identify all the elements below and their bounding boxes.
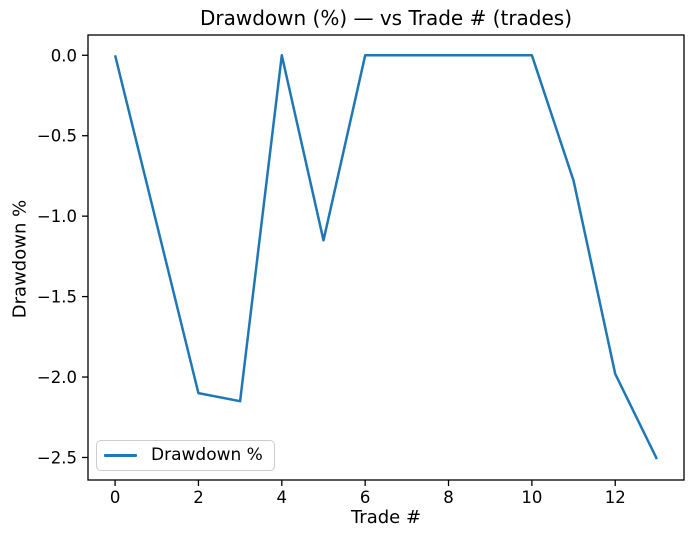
x-tick-label: 12 — [605, 488, 626, 507]
y-tick-label: −0.5 — [37, 127, 77, 146]
axes-spines — [87, 34, 685, 481]
y-tick-label: −2.5 — [37, 448, 77, 467]
y-tick-label: 0.0 — [51, 46, 77, 65]
x-axis-label: Trade # — [350, 507, 422, 528]
y-axis-label: Drawdown % — [9, 199, 31, 319]
legend: Drawdown % — [96, 440, 275, 471]
x-tick-label: 0 — [110, 488, 121, 507]
x-tick-label: 4 — [277, 488, 288, 507]
drawdown-line — [113, 54, 659, 460]
x-tick-label: 6 — [360, 488, 371, 507]
x-tick-label: 10 — [521, 488, 542, 507]
legend-line-sample — [104, 454, 137, 457]
x-tick-label: 2 — [193, 488, 204, 507]
y-tick-label: −1.5 — [37, 288, 77, 307]
x-tick-label: 8 — [443, 488, 454, 507]
legend-label: Drawdown % — [151, 445, 263, 465]
y-tick-label: −2.0 — [37, 368, 77, 387]
chart-title: Drawdown (%) — vs Trade # (trades) — [199, 6, 573, 30]
y-tick-label: −1.0 — [37, 207, 77, 226]
